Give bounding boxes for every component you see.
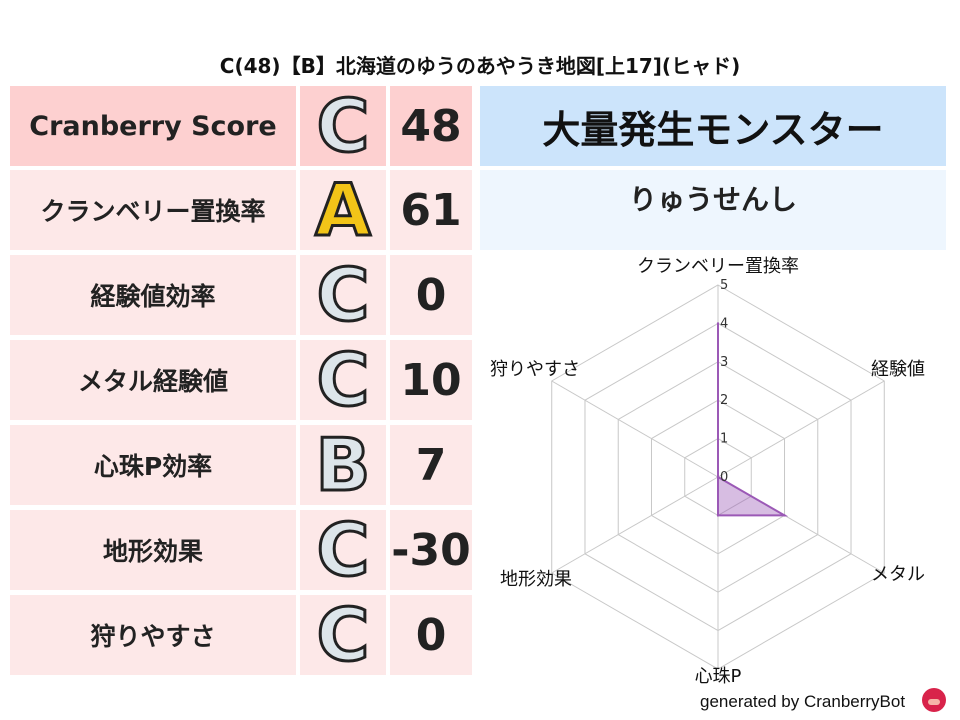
tick-label: 3 [720,355,728,370]
axis-label: クランベリー置換率 [637,256,799,277]
grade-c-icon: C [315,508,371,592]
row-label: 心珠P効率 [10,425,296,505]
monster-header: 大量発生モンスター [480,86,946,166]
grid-spoke [717,380,885,478]
grade-c-icon: C [315,253,371,337]
row-label: 地形効果 [10,510,296,590]
data-point [716,514,720,517]
grade-badge: C [300,510,386,590]
grid-spoke [551,380,719,478]
grade-b-icon: B [314,423,372,507]
axis-label: 経験値 [871,359,925,380]
row-value: 10 [390,340,472,420]
tick-label: 1 [720,432,728,447]
grade-c-icon: C [315,593,371,677]
row-label: 経験値効率 [10,255,296,335]
data-point [716,475,720,479]
axis-label: 狩りやすさ [490,359,580,380]
data-point [783,514,786,517]
row-label: メタル経験値 [10,340,296,420]
page-title: C(48)【B】北海道のゆうのあやうき地図[上17](ヒャド) [219,54,741,78]
row-value: 61 [390,170,472,250]
tick-label: 5 [720,278,728,293]
footer-credit: generated by CranberryBot [700,692,906,711]
cranberry-logo-icon [922,688,946,712]
grade-badge: C [300,595,386,675]
grade-badge: C [300,340,386,420]
tick-label: 2 [720,393,728,408]
row-label: Cranberry Score [10,86,296,166]
row-value: 7 [390,425,472,505]
row-label: クランベリー置換率 [10,170,296,250]
grade-c-icon: C [315,338,371,422]
tick-label: 0 [720,470,728,485]
row-label: 狩りやすさ [10,595,296,675]
grade-c-icon: C [315,84,371,168]
axis-label: メタル [871,564,925,585]
grade-badge: C [300,255,386,335]
grade-a-icon: A [314,168,373,252]
grade-badge: B [300,425,386,505]
row-value: -30 [390,510,472,590]
axis-label: 地形効果 [500,569,572,590]
grade-badge: C [300,86,386,166]
row-value: 48 [390,86,472,166]
grid-spoke [551,476,719,574]
data-point [716,322,720,325]
data-area [717,323,789,517]
tick-label: 4 [720,316,728,331]
axis-label: 心珠P [695,666,742,687]
monster-name: りゅうせんし [480,170,946,250]
row-value: 0 [390,255,472,335]
row-value: 0 [390,595,472,675]
grade-badge: A [300,170,386,250]
